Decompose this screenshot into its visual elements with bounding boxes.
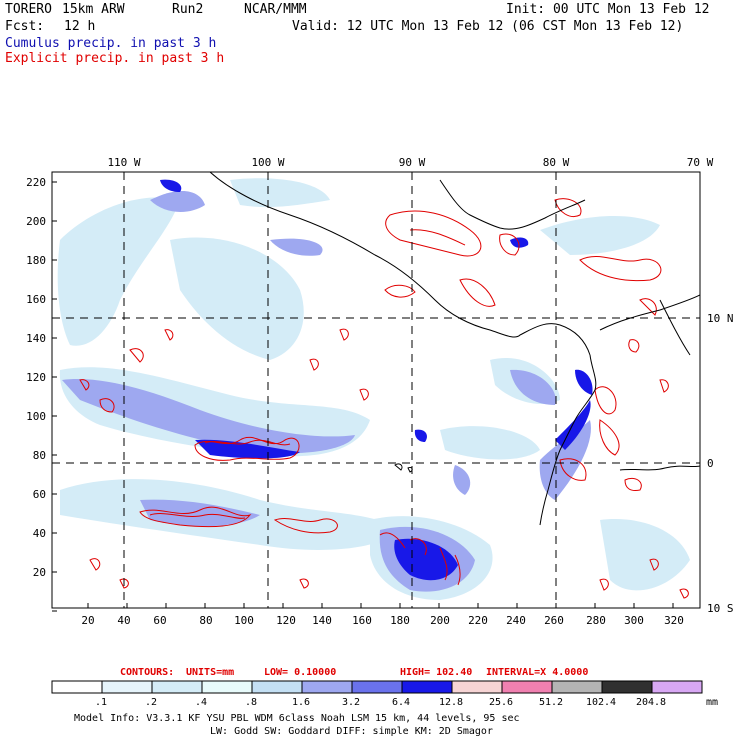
valid-time: Valid: 12 UTC Mon 13 Feb 12 (06 CST Mon … (292, 19, 684, 34)
colorbar-cell (101, 680, 153, 694)
x-tick-labels: 20 40 60 80 100 120 140 160 180 200 220 … (81, 614, 684, 627)
colorbar-cell (451, 680, 503, 694)
lon-label-110w: 110 W (107, 156, 140, 169)
lon-label-90w: 90 W (399, 156, 426, 169)
colorbar-cell (551, 680, 603, 694)
colorbar-label: 51.2 (539, 697, 563, 708)
y-tick-label: 60 (33, 488, 46, 501)
colorbar-label: .1 (95, 697, 107, 708)
x-tick-label: 80 (199, 614, 212, 627)
y-tick-label: 100 (26, 410, 46, 423)
lon-label-100w: 100 W (251, 156, 284, 169)
x-tick-label: 120 (276, 614, 296, 627)
colorbar-label: .2 (145, 697, 157, 708)
contour-info-low: LOW= 0.10000 (264, 667, 336, 678)
lon-label-80w: 80 W (543, 156, 570, 169)
colorbar-label: 6.4 (392, 697, 410, 708)
lat-label-10s: 10 S (707, 602, 734, 615)
colorbar-cell (351, 680, 403, 694)
contour-info-label: CONTOURS: (120, 667, 174, 678)
colorbar-cell (51, 680, 103, 694)
explicit-precip-label: Explicit precip. in past 3 h (5, 51, 225, 66)
colorbar-label: .8 (245, 697, 257, 708)
colorbar-label: 3.2 (342, 697, 360, 708)
org-label: NCAR/MMM (244, 2, 307, 17)
x-tick-label: 100 (234, 614, 254, 627)
cumulus-heavy-areas (160, 179, 593, 581)
longitude-labels: 110 W 100 W 90 W 80 W 70 W (107, 156, 713, 169)
x-tick-label: 200 (430, 614, 450, 627)
run-label: Run2 (172, 2, 204, 17)
colorbar-label: .4 (195, 697, 207, 708)
contour-info-units: UNITS=mm (186, 667, 234, 678)
colorbar-cell (501, 680, 553, 694)
colorbar-cell (651, 680, 703, 694)
colorbar-cell (151, 680, 203, 694)
x-tick-label: 20 (81, 614, 94, 627)
contour-info-interval: INTERVAL=X 4.0000 (486, 667, 588, 678)
lat-label-0: 0 (707, 457, 714, 470)
y-tick-label: 160 (26, 293, 46, 306)
y-tick-label: 140 (26, 332, 46, 345)
colorbar-label: 12.8 (439, 697, 463, 708)
x-tick-marks (87, 603, 674, 608)
graticule-lines (52, 172, 700, 608)
y-tick-labels: 220 200 180 160 140 120 100 80 60 40 20 (26, 176, 46, 579)
y-tick-label: 220 (26, 176, 46, 189)
precip-field (52, 172, 700, 608)
x-tick-label: 220 (468, 614, 488, 627)
colorbar-unit: mm (706, 697, 718, 708)
colorbar-label: 25.6 (489, 697, 513, 708)
lon-label-70w: 70 W (687, 156, 714, 169)
coastlines (209, 172, 700, 526)
colorbar-cell (601, 680, 653, 694)
x-tick-label: 60 (153, 614, 166, 627)
lat-label-10n: 10 N (707, 312, 734, 325)
x-tick-label: 260 (544, 614, 564, 627)
forecast-label: Fcst: (5, 19, 45, 34)
colorbar (51, 680, 703, 694)
model-resolution: 15km ARW (62, 2, 125, 17)
cumulus-precip-label: Cumulus precip. in past 3 h (5, 36, 217, 51)
y-tick-label: 200 (26, 215, 46, 228)
x-tick-label: 160 (352, 614, 372, 627)
explicit-precip-contours (79, 198, 689, 599)
x-tick-label: 180 (390, 614, 410, 627)
colorbar-label: 204.8 (636, 697, 666, 708)
footer: Model Info: V3.3.1 KF YSU PBL WDM 6class… (74, 713, 520, 737)
model-name: TORERO (5, 2, 52, 17)
model-info: Model Info: V3.3.1 KF YSU PBL WDM 6class… (74, 713, 520, 724)
colorbar-cell (251, 680, 303, 694)
y-tick-label: 40 (33, 527, 46, 540)
x-tick-label: 240 (506, 614, 526, 627)
y-tick-label: 80 (33, 449, 46, 462)
y-tick-marks (52, 181, 57, 612)
colorbar-cell (401, 680, 453, 694)
y-tick-label: 20 (33, 566, 46, 579)
x-tick-label: 140 (312, 614, 332, 627)
y-tick-label: 120 (26, 371, 46, 384)
map-frame (51, 171, 701, 609)
init-time: Init: 00 UTC Mon 13 Feb 12 (506, 2, 710, 17)
latitude-labels: 10 N 0 10 S (707, 312, 734, 615)
x-tick-label: 280 (586, 614, 606, 627)
forecast-hour: 12 h (64, 19, 96, 34)
contour-info-high: HIGH= 102.40 (400, 667, 472, 678)
colorbar-cell (201, 680, 253, 694)
colorbar-label: 102.4 (586, 697, 616, 708)
x-tick-label: 300 (624, 614, 644, 627)
colorbar-label: 1.6 (292, 697, 310, 708)
colorbar-labels: .1 .2 .4 .8 1.6 3.2 6.4 12.8 25.6 51.2 1… (95, 697, 718, 708)
y-tick-label: 180 (26, 254, 46, 267)
colorbar-cell (301, 680, 353, 694)
x-tick-label: 320 (664, 614, 684, 627)
physics-info: LW: Godd SW: Goddard DIFF: simple KM: 2D… (210, 726, 493, 737)
x-tick-label: 40 (117, 614, 130, 627)
contour-info: CONTOURS: UNITS=mm LOW= 0.10000 HIGH= 10… (120, 667, 588, 678)
